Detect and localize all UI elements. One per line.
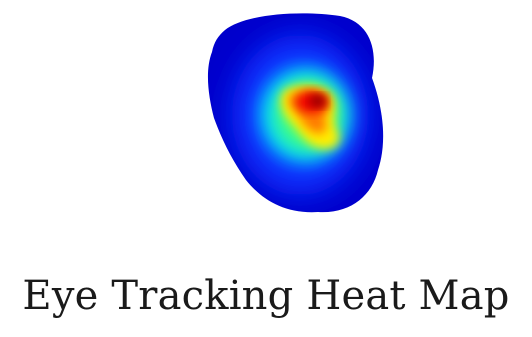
heatmap-caption: Eye Tracking Heat Map (22, 273, 510, 319)
eye-tracking-heatmap (207, 13, 384, 213)
heat-core (310, 95, 326, 107)
